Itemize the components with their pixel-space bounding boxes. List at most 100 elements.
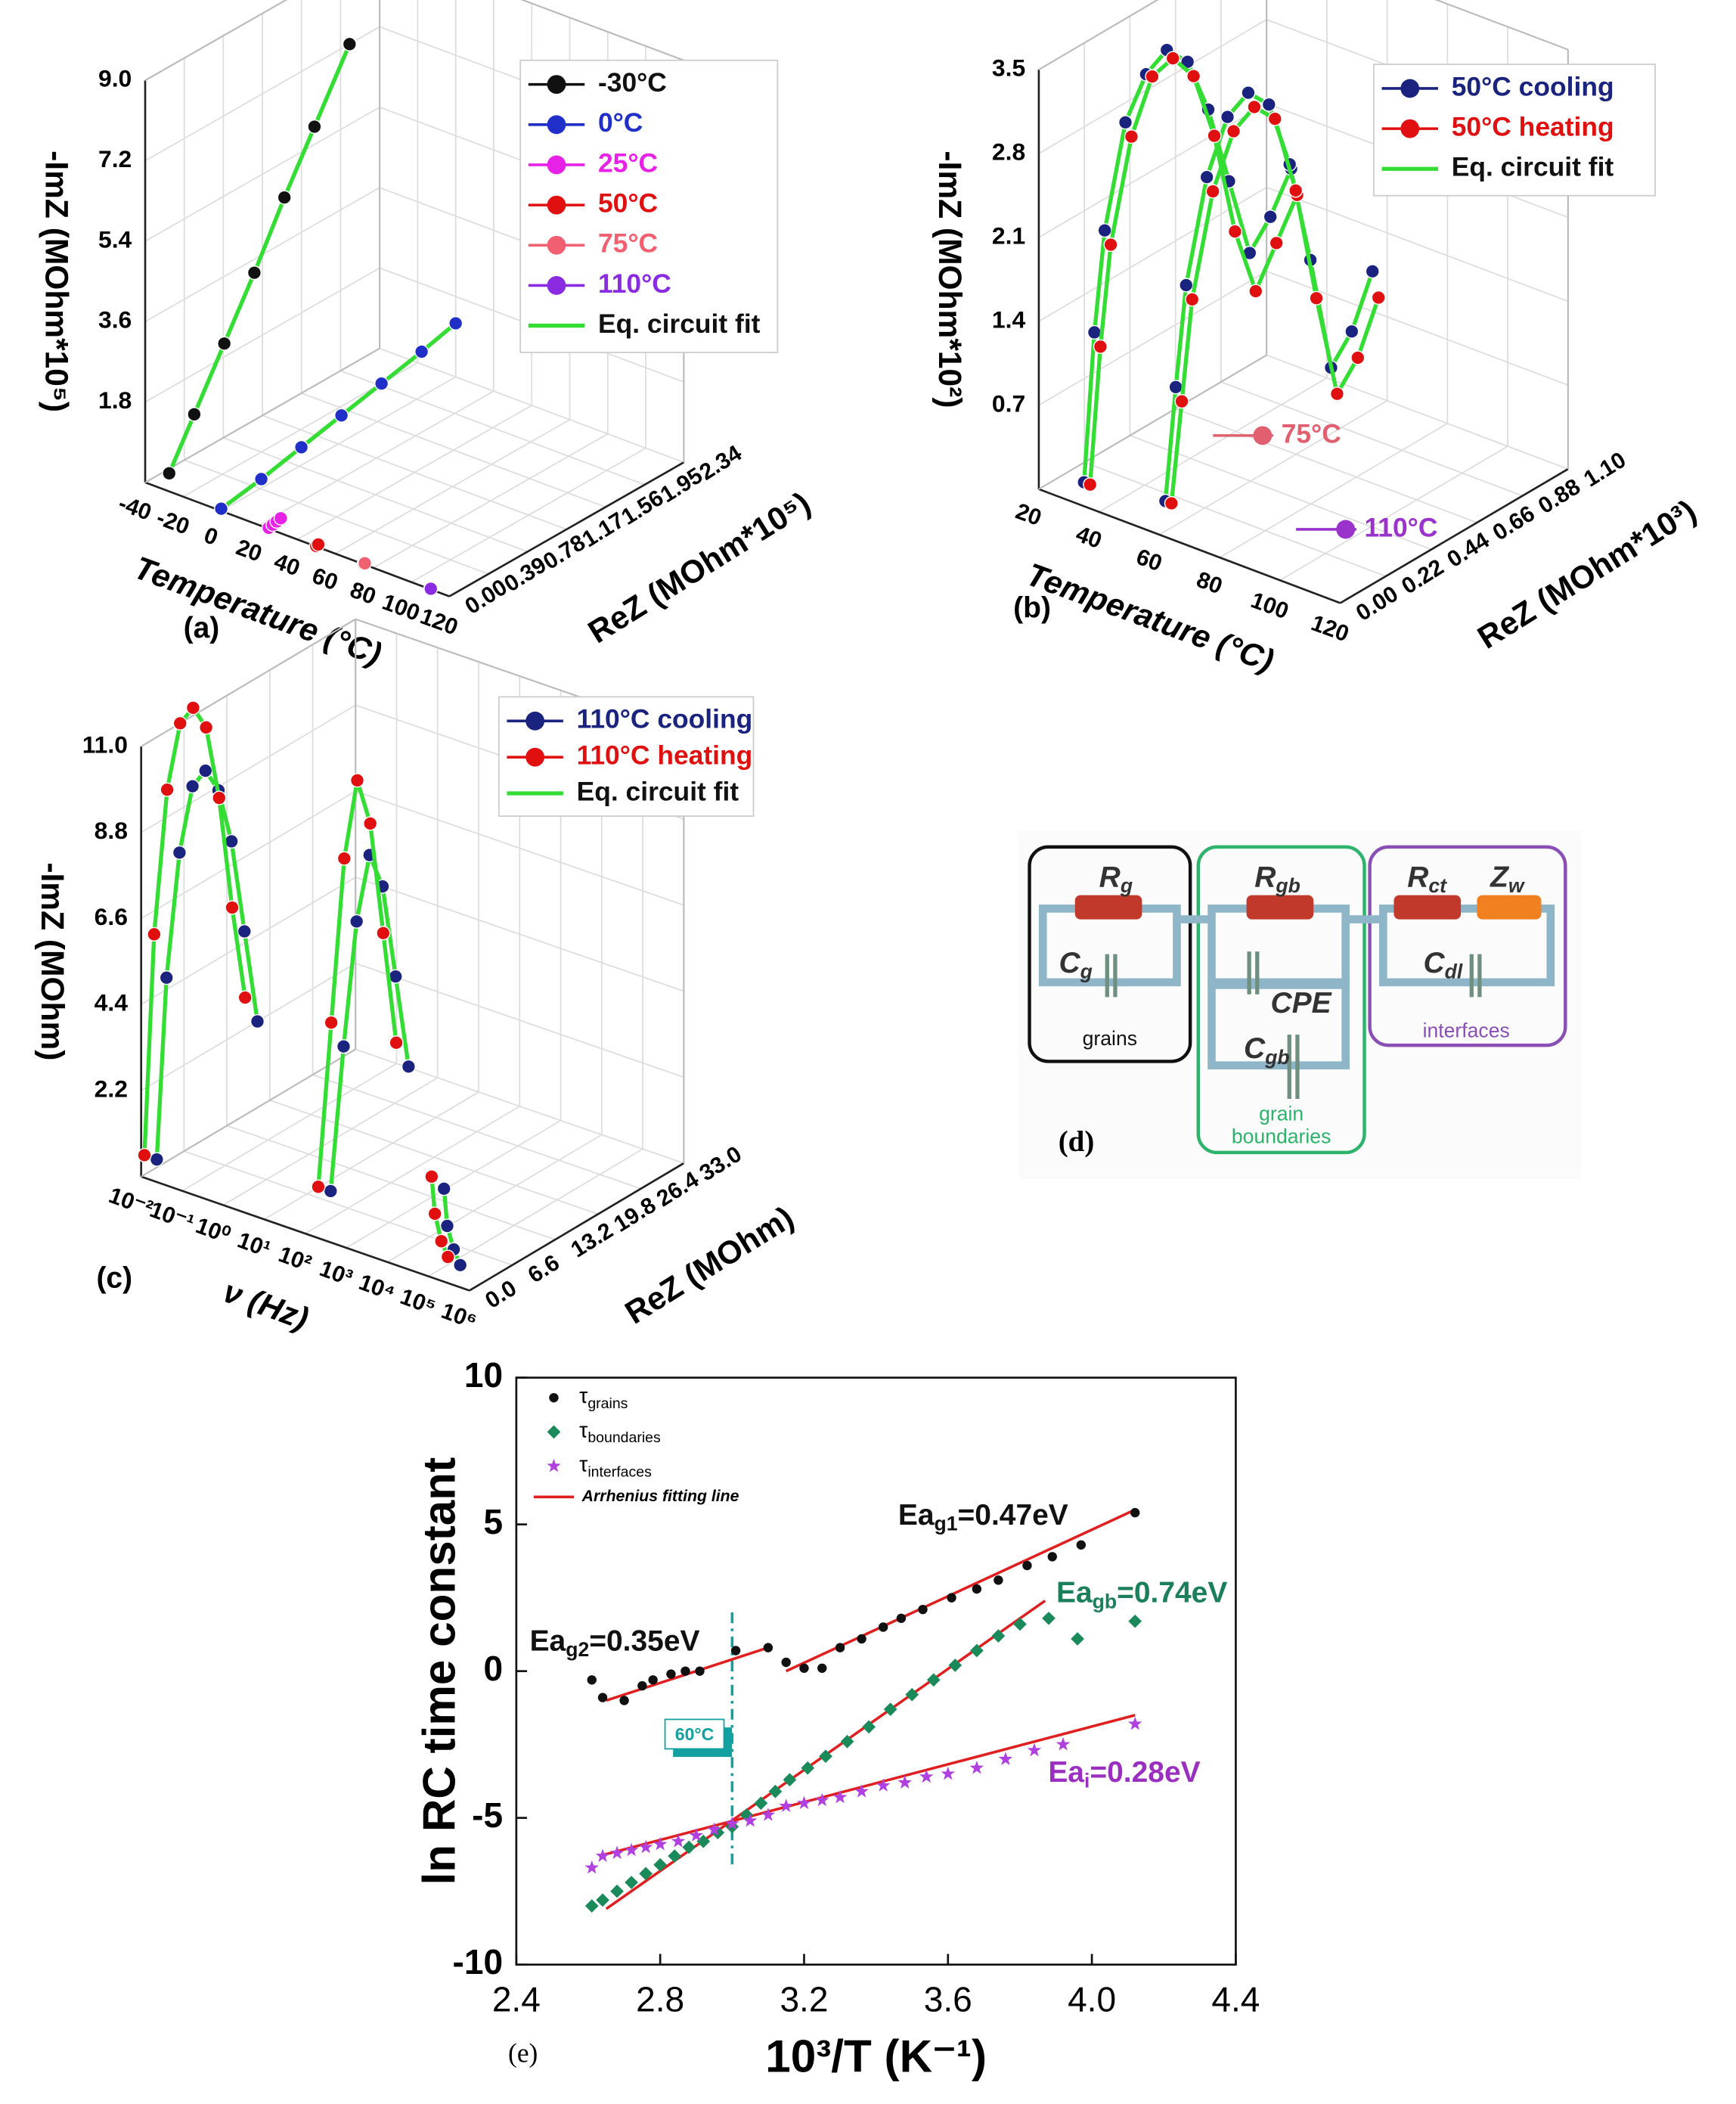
data-point bbox=[682, 1840, 696, 1854]
data-point bbox=[448, 315, 463, 331]
annotation: Eag1=0.47eV bbox=[898, 1499, 1068, 1535]
x-tick-label: 10⁵ bbox=[397, 1284, 439, 1320]
annotation: 75°C bbox=[1282, 418, 1341, 448]
chart-3d: 0.7 1.4 2.1 2.8 3.5 20 40 60 80 100 1200.000.220.4… bbox=[932, 0, 1703, 679]
group-label: boundaries bbox=[1232, 1125, 1331, 1147]
data-point bbox=[160, 782, 175, 797]
annotation-subscript: i bbox=[1084, 1770, 1090, 1792]
panel-label: (b) bbox=[1013, 592, 1051, 625]
legend-label: 0°C bbox=[598, 107, 643, 138]
legend-label: 50°C cooling bbox=[1452, 71, 1614, 101]
annotation-value: =0.28eV bbox=[1090, 1756, 1200, 1789]
group-label: grains bbox=[1083, 1027, 1137, 1050]
annotation-subscript: gb bbox=[1093, 1590, 1117, 1612]
x-tick-label: -40 bbox=[115, 491, 154, 526]
y-tick-label: 19.8 bbox=[609, 1193, 660, 1237]
legend-label: τboundaries bbox=[579, 1419, 661, 1447]
data-point bbox=[609, 1845, 625, 1860]
data-point bbox=[653, 1857, 668, 1872]
data-point bbox=[1205, 184, 1220, 199]
legend-subscript: grains bbox=[587, 1395, 628, 1412]
data-point bbox=[185, 700, 201, 715]
grid-line bbox=[141, 790, 356, 920]
data-point bbox=[453, 1258, 468, 1273]
data-point bbox=[624, 1842, 639, 1857]
data-point bbox=[1329, 386, 1345, 402]
grid-line bbox=[1038, 19, 1267, 154]
data-point bbox=[1093, 339, 1108, 354]
grid-line bbox=[1038, 0, 1159, 70]
y-tick-label: -5 bbox=[472, 1795, 503, 1835]
boundaries-box bbox=[1196, 845, 1366, 1155]
legend-label: -30°C bbox=[598, 67, 667, 98]
legend-symbol: τ bbox=[579, 1385, 587, 1409]
data-point bbox=[768, 1784, 783, 1798]
y-axis bbox=[469, 1162, 685, 1292]
data-point bbox=[311, 537, 326, 552]
x-tick-label: 3.6 bbox=[924, 1980, 972, 2019]
x-axis-label: Temperature (°C) bbox=[129, 551, 386, 673]
warburg bbox=[1477, 895, 1542, 920]
grid-line bbox=[1266, 186, 1569, 303]
data-point bbox=[254, 471, 269, 487]
y-tick-label: 33.0 bbox=[696, 1141, 746, 1186]
grid-line bbox=[305, 1106, 520, 1234]
x-tick-label: -20 bbox=[153, 505, 193, 540]
data-point bbox=[597, 1693, 608, 1702]
legend-label: 110°C heating bbox=[577, 740, 753, 771]
grid-line bbox=[1130, 435, 1432, 551]
fit-line bbox=[598, 1714, 1136, 1857]
data-point bbox=[1186, 69, 1201, 84]
data-point bbox=[969, 1643, 984, 1658]
grid-line bbox=[346, 1119, 562, 1249]
subscript: w bbox=[1508, 874, 1526, 897]
data-point bbox=[918, 1604, 928, 1615]
x-tick-label: 40 bbox=[1073, 522, 1105, 554]
legend-marker bbox=[549, 1392, 559, 1403]
frame-edge bbox=[141, 1048, 356, 1178]
data-point bbox=[1118, 115, 1133, 130]
grid-line bbox=[141, 704, 356, 833]
x-tick-label: 120 bbox=[417, 604, 461, 640]
x-axis bbox=[144, 481, 450, 597]
component-label: Rct bbox=[1407, 861, 1447, 897]
x-tick-label: 100 bbox=[1248, 588, 1292, 624]
x-axis-label: Temperature (°C) bbox=[1021, 557, 1278, 680]
x-tick-label: 10⁴ bbox=[355, 1270, 398, 1306]
legend-marker bbox=[547, 276, 566, 295]
grid-line bbox=[264, 1091, 479, 1221]
data-point bbox=[137, 1147, 152, 1162]
data-point bbox=[835, 1643, 845, 1652]
data-point bbox=[237, 923, 252, 939]
frame-edge bbox=[141, 618, 356, 747]
subscript: gb bbox=[1264, 1046, 1289, 1069]
legend-marker bbox=[547, 195, 566, 215]
x-tick-label: 10¹ bbox=[234, 1227, 274, 1262]
data-point bbox=[273, 510, 288, 526]
legend-marker bbox=[1400, 119, 1420, 138]
x-tick-label: 100 bbox=[379, 590, 423, 626]
annotation: 110°C bbox=[1365, 512, 1438, 542]
data-point bbox=[1013, 1617, 1027, 1631]
data-point bbox=[876, 1778, 891, 1792]
grid-line bbox=[1279, 445, 1508, 582]
grid-line bbox=[184, 459, 489, 575]
x-tick-label: 2.4 bbox=[492, 1980, 541, 2019]
subscript: dl bbox=[1445, 960, 1463, 982]
data-point bbox=[862, 1720, 876, 1734]
data-point bbox=[1241, 85, 1256, 101]
legend-label: τgrains bbox=[579, 1385, 628, 1413]
data-point bbox=[1130, 1507, 1140, 1518]
legend-label: 50°C bbox=[598, 188, 658, 218]
legend-marker bbox=[525, 711, 545, 731]
data-point bbox=[883, 1702, 897, 1716]
data-point bbox=[1207, 128, 1222, 144]
annotation: Eagb=0.74eV bbox=[1056, 1577, 1227, 1612]
data-point bbox=[994, 1575, 1003, 1585]
data-point bbox=[584, 1860, 600, 1874]
z-tick-label: 0.7 bbox=[992, 389, 1025, 417]
legend-label: 110°C cooling bbox=[577, 704, 753, 734]
data-point bbox=[149, 1152, 164, 1167]
